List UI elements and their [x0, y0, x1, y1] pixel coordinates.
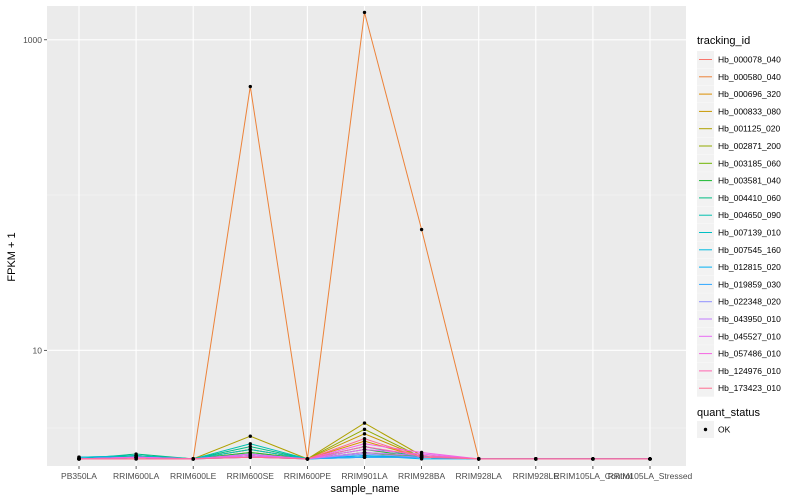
data-point [419, 227, 424, 232]
legend-label: Hb_001125_020 [718, 124, 781, 134]
legend-label: Hb_004650_090 [718, 210, 781, 220]
legend-quant-status: quant_status OK [697, 407, 760, 438]
major-gridlines [47, 6, 686, 466]
data-point [248, 434, 252, 438]
data-point [248, 444, 252, 449]
shape-legend-title: quant_status [697, 407, 760, 419]
x-tick-label: RRIM928LE [513, 471, 560, 481]
legend-tracking-id: tracking_id Hb_000078_040 Hb_000580_040 Hb… [697, 35, 781, 397]
data-point [77, 457, 81, 461]
data-point [248, 447, 252, 452]
data-point [648, 457, 652, 461]
data-points [77, 10, 652, 461]
legend-label: Hb_000696_320 [718, 89, 781, 99]
x-tick-label: RRIM105LA_Stressed [608, 471, 693, 481]
data-point [362, 439, 367, 443]
data-point [362, 432, 367, 436]
data-point [362, 455, 367, 459]
legend-label: Hb_012815_020 [718, 262, 781, 272]
x-tick-label: RRIM928BA [398, 471, 446, 481]
data-point [362, 427, 367, 432]
legend-label: Hb_007545_160 [718, 245, 781, 255]
data-point [419, 455, 424, 459]
legend-label: OK [718, 425, 731, 435]
x-tick-label: PB350LA [61, 471, 97, 481]
legend-label: Hb_043950_010 [718, 314, 781, 324]
data-point [362, 10, 367, 15]
y-tick-label: 1000 [23, 35, 42, 45]
y-axis-title: FPKM + 1 [6, 232, 18, 281]
x-tick-label: RRIM600SE [227, 471, 275, 481]
legend-label: Hb_057486_010 [718, 349, 781, 359]
legend-label: Hb_007139_010 [718, 228, 781, 238]
x-tick-label: RRIM600LA [113, 471, 160, 481]
data-point [362, 444, 367, 449]
y-tick-label: 10 [33, 345, 43, 355]
legend-label: Hb_000580_040 [718, 72, 781, 82]
x-axis-title: sample_name [330, 483, 399, 495]
data-point [248, 455, 252, 459]
data-point [305, 457, 310, 461]
x-axis: PB350LA RRIM600LA RRIM600LE RRIM600SE RRIM60… [61, 466, 693, 481]
x-tick-label: RRIM105LA_Control [554, 471, 633, 481]
data-point [362, 450, 367, 455]
data-point [248, 84, 252, 89]
y-axis: 10 1000 [23, 35, 47, 355]
legend-label: Hb_002871_200 [718, 141, 781, 151]
legend-point [703, 427, 708, 432]
data-point [191, 457, 195, 461]
data-point [362, 436, 367, 441]
legend-label: Hb_003185_060 [718, 158, 781, 168]
x-tick-label: RRIM600LE [170, 471, 217, 481]
data-point [419, 450, 424, 455]
plot-panel [47, 6, 686, 466]
legend-label: Hb_022348_020 [718, 297, 781, 307]
data-point [362, 447, 367, 452]
data-point [134, 457, 138, 461]
x-tick-label: RRIM600PE [284, 471, 332, 481]
data-point [362, 442, 367, 446]
x-tick-label: RRIM928LA [456, 471, 503, 481]
legend-label: Hb_003581_040 [718, 176, 781, 186]
legend-label: Hb_000078_040 [718, 55, 781, 65]
legend-label: Hb_000833_080 [718, 106, 781, 116]
legend-label: Hb_019859_030 [718, 279, 781, 289]
data-point [534, 457, 538, 461]
minor-gridlines [47, 194, 686, 429]
legend-label: Hb_124976_010 [718, 366, 781, 376]
x-tick-label: RRIM901LA [341, 471, 388, 481]
legend-label: Hb_045527_010 [718, 331, 781, 341]
legend-label: Hb_004410_060 [718, 193, 781, 203]
legend-label: Hb_173423_010 [718, 383, 781, 393]
data-point [362, 421, 367, 425]
data-point [591, 457, 595, 461]
legend-title: tracking_id [697, 35, 750, 47]
data-point [248, 442, 252, 446]
data-point [477, 457, 481, 461]
